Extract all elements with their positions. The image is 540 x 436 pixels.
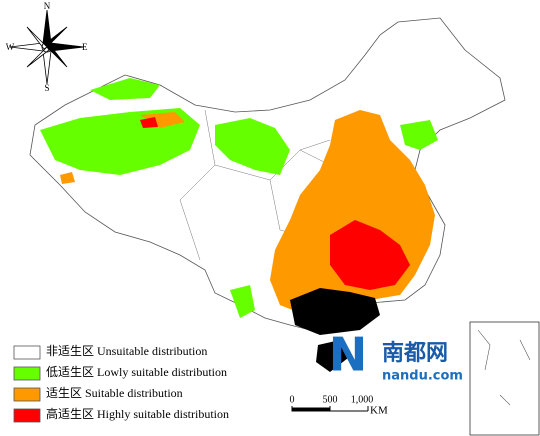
compass-s: S — [44, 83, 49, 93]
legend-label: 适生区 Suitable distribution — [46, 386, 183, 400]
legend-swatch — [13, 408, 41, 423]
legend: 非适生区 Unsuitable distribution 低适生区 Lowly s… — [13, 344, 229, 423]
watermark-name: 南都网 — [382, 341, 448, 366]
scale-label: 1,000 — [351, 394, 374, 405]
scale-label: 500 — [323, 394, 338, 405]
legend-swatch — [13, 366, 41, 381]
scale-unit: KM — [370, 405, 388, 417]
region-masked — [290, 288, 380, 372]
compass-e: E — [82, 42, 88, 52]
legend-label: 低适生区 Lowly suitable distribution — [46, 365, 227, 379]
zone-high — [140, 117, 410, 290]
legend-swatch — [13, 345, 41, 360]
compass-w: W — [6, 42, 15, 52]
inset-frame — [469, 321, 540, 436]
inset-islands — [477, 329, 531, 406]
legend-swatch — [13, 387, 41, 402]
compass — [9, 9, 85, 85]
zone-low — [40, 78, 438, 318]
watermark-site: nandu.com — [382, 369, 463, 384]
compass-n: N — [44, 1, 51, 11]
watermark-logo: N — [329, 328, 368, 382]
legend-label: 非适生区 Unsuitable distribution — [46, 344, 207, 358]
scale-label: 0 — [290, 394, 295, 405]
legend-label: 高适生区 Highly suitable distribution — [46, 406, 229, 421]
scale-bar — [291, 406, 369, 412]
